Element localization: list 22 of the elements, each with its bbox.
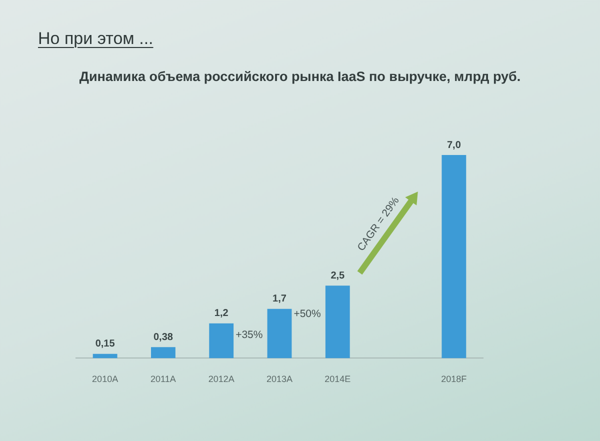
x-tick-label: 2018F [441, 374, 468, 384]
bar [209, 323, 234, 358]
bar [92, 354, 118, 358]
annotation: +35% [236, 328, 263, 342]
bar [325, 286, 350, 358]
chart-title: Но при этом ... [38, 29, 154, 49]
data-label: 1,7 [272, 294, 287, 305]
data-label: 0,38 [153, 332, 174, 343]
x-tick-label: 2011A [150, 374, 176, 384]
bar [267, 308, 292, 358]
x-tick-label: 2014E [324, 374, 351, 384]
bar [442, 155, 466, 358]
x-tick-label: 2012A [208, 374, 234, 384]
x-tick-label: 2013A [266, 374, 293, 384]
data-label: 1,2 [214, 308, 229, 320]
x-tick-label: 2010A [92, 374, 118, 384]
annotation: +50% [294, 308, 321, 321]
bar [151, 347, 176, 358]
data-label: 7,0 [446, 140, 462, 151]
chart-subtitle: Динамика объема российского рынка IaaS по выручке, млрд руб. [78, 69, 522, 84]
data-label: 2,5 [330, 270, 346, 282]
data-label: 0,15 [95, 338, 116, 350]
